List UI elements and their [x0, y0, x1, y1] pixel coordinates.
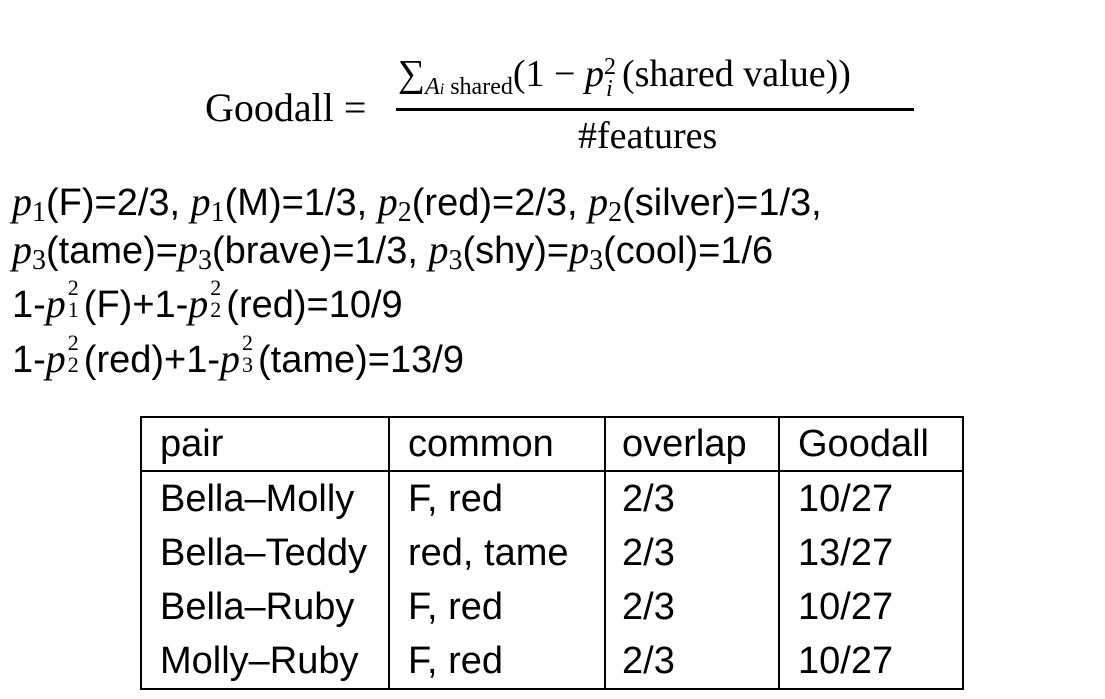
- cell-pair: Bella–Molly: [140, 471, 390, 526]
- sum-symbol: ∑: [398, 53, 426, 95]
- goodall-table: pair common overlap Goodall Bella–Molly …: [140, 416, 964, 690]
- numerator-open: (1 −: [512, 53, 585, 95]
- cell-common: F, red: [388, 634, 606, 690]
- computation-line-2: 1-p 2 2 (red)+1-p 2 3 (tame)=13/9: [12, 330, 464, 381]
- header-overlap: overlap: [604, 416, 780, 472]
- formula-numerator: ∑Ai shared(1 − p 2 i (shared value)): [398, 52, 851, 103]
- table-row: Molly–Ruby F, red 2/3 10/27: [140, 634, 964, 690]
- header-goodall: Goodall: [778, 416, 964, 472]
- cell-pair: Bella–Ruby: [140, 580, 390, 634]
- cell-pair: Molly–Ruby: [140, 634, 390, 690]
- probabilities-line-1: p1(F)=2/3, p1(M)=1/3, p2(red)=2/3, p2(si…: [12, 179, 822, 228]
- cell-common: F, red: [388, 580, 606, 634]
- cell-overlap: 2/3: [604, 634, 780, 690]
- cell-goodall: 10/27: [778, 471, 964, 526]
- table-header-row: pair common overlap Goodall: [140, 416, 964, 472]
- fraction-bar: [396, 108, 914, 111]
- probabilities-line-2: p3(tame)=p3(brave)=1/3, p3(shy)=p3(cool)…: [12, 227, 774, 276]
- p-variable: p: [584, 53, 604, 95]
- cell-goodall: 13/27: [778, 526, 964, 580]
- computation-line-1: 1-p 2 1 (F)+1-p 2 2 (red)=10/9: [12, 275, 403, 326]
- cell-overlap: 2/3: [604, 580, 780, 634]
- cell-common: red, tame: [388, 526, 606, 580]
- header-common: common: [388, 416, 606, 472]
- cell-overlap: 2/3: [604, 526, 780, 580]
- cell-goodall: 10/27: [778, 634, 964, 690]
- header-pair: pair: [140, 416, 390, 472]
- table-row: Bella–Teddy red, tame 2/3 13/27: [140, 526, 964, 580]
- formula-denominator: #features: [578, 115, 718, 157]
- table-row: Bella–Molly F, red 2/3 10/27: [140, 471, 964, 526]
- cell-overlap: 2/3: [604, 471, 780, 526]
- formula-label: Goodall =: [205, 85, 367, 130]
- cell-pair: Bella–Teddy: [140, 526, 390, 580]
- sum-index: Ai shared: [425, 74, 513, 100]
- table-row: Bella–Ruby F, red 2/3 10/27: [140, 580, 964, 634]
- cell-common: F, red: [388, 471, 606, 526]
- cell-goodall: 10/27: [778, 580, 964, 634]
- numerator-rest: (shared value)): [621, 53, 851, 95]
